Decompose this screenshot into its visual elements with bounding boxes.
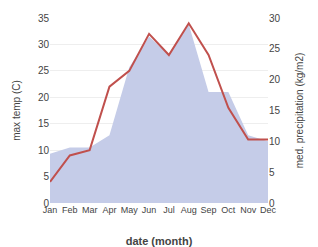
svg-text:May: May [121, 205, 139, 215]
svg-text:date (month): date (month) [126, 235, 193, 247]
svg-text:Sep: Sep [201, 205, 217, 215]
svg-text:Jul: Jul [163, 205, 175, 215]
svg-text:25: 25 [269, 43, 281, 54]
svg-text:30: 30 [269, 13, 281, 24]
svg-text:15: 15 [269, 105, 281, 116]
svg-text:max temp (C): max temp (C) [11, 80, 22, 141]
svg-text:Dec: Dec [260, 205, 277, 215]
svg-text:Jun: Jun [142, 205, 157, 215]
svg-text:med. precipitation (kg/m2): med. precipitation (kg/m2) [294, 53, 305, 169]
svg-text:5: 5 [43, 171, 49, 182]
svg-text:0: 0 [43, 198, 49, 209]
svg-text:Nov: Nov [240, 205, 257, 215]
svg-text:Apr: Apr [102, 205, 116, 215]
svg-text:0: 0 [269, 198, 275, 209]
svg-text:10: 10 [269, 136, 281, 147]
svg-text:Mar: Mar [82, 205, 98, 215]
svg-text:Aug: Aug [181, 205, 197, 215]
svg-text:10: 10 [38, 145, 50, 156]
svg-text:15: 15 [38, 118, 50, 129]
svg-text:Oct: Oct [221, 205, 236, 215]
svg-text:Feb: Feb [62, 205, 78, 215]
svg-text:20: 20 [269, 74, 281, 85]
svg-text:5: 5 [269, 167, 275, 178]
svg-text:20: 20 [38, 92, 50, 103]
svg-text:30: 30 [38, 39, 50, 50]
svg-text:Jan: Jan [43, 205, 58, 215]
svg-text:25: 25 [38, 65, 50, 76]
svg-text:35: 35 [38, 13, 50, 24]
